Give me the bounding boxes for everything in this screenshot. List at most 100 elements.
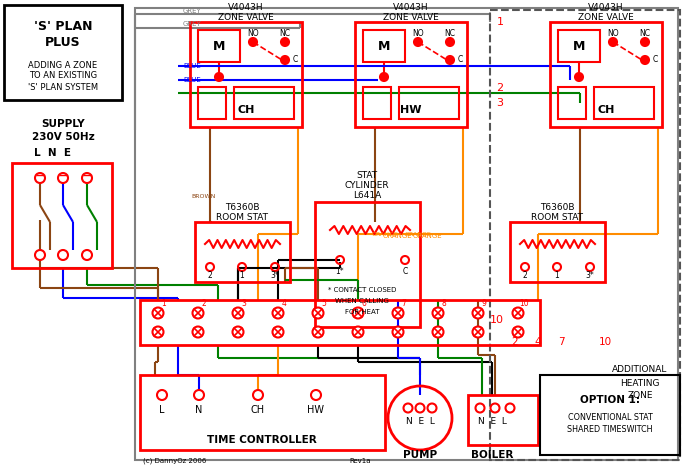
Text: 'S' PLAN: 'S' PLAN bbox=[34, 20, 92, 32]
Text: V4043H: V4043H bbox=[588, 3, 624, 13]
Circle shape bbox=[233, 307, 244, 319]
Text: 2: 2 bbox=[512, 337, 518, 347]
Circle shape bbox=[313, 307, 324, 319]
Circle shape bbox=[58, 173, 68, 183]
Bar bbox=[140, 300, 540, 345]
Text: 2: 2 bbox=[496, 83, 504, 93]
Circle shape bbox=[233, 327, 244, 337]
Circle shape bbox=[253, 390, 263, 400]
Text: 2: 2 bbox=[208, 271, 213, 280]
Text: SUPPLY: SUPPLY bbox=[41, 119, 85, 129]
Circle shape bbox=[353, 307, 364, 319]
Text: 1: 1 bbox=[161, 300, 166, 308]
Circle shape bbox=[641, 38, 649, 46]
Text: ADDITIONAL: ADDITIONAL bbox=[612, 366, 668, 374]
Text: SHARED TIMESWITCH: SHARED TIMESWITCH bbox=[567, 425, 653, 434]
Bar bbox=[550, 22, 662, 127]
Text: ZONE: ZONE bbox=[627, 390, 653, 400]
Text: V4043H: V4043H bbox=[393, 3, 428, 13]
Circle shape bbox=[446, 56, 454, 64]
Text: GREY: GREY bbox=[183, 8, 201, 14]
Bar bbox=[4, 5, 122, 100]
Text: N  E  L: N E L bbox=[406, 417, 435, 426]
Text: ZONE VALVE: ZONE VALVE bbox=[578, 14, 634, 22]
Circle shape bbox=[281, 56, 289, 64]
Circle shape bbox=[513, 307, 524, 319]
Circle shape bbox=[273, 307, 284, 319]
Bar bbox=[363, 30, 405, 62]
Text: L  N  E: L N E bbox=[34, 148, 70, 158]
Text: C: C bbox=[293, 56, 297, 65]
Bar bbox=[558, 87, 586, 119]
Text: 8: 8 bbox=[442, 300, 446, 308]
Text: 7: 7 bbox=[402, 300, 406, 308]
Text: GREY: GREY bbox=[183, 21, 201, 27]
Bar bbox=[594, 87, 654, 119]
Text: PUMP: PUMP bbox=[403, 450, 437, 460]
Text: HEATING: HEATING bbox=[620, 379, 660, 388]
Bar bbox=[510, 222, 605, 282]
Text: WHEN CALLING: WHEN CALLING bbox=[335, 298, 389, 304]
Text: 10: 10 bbox=[490, 315, 504, 325]
Text: M: M bbox=[573, 39, 585, 52]
Text: CONVENTIONAL STAT: CONVENTIONAL STAT bbox=[568, 414, 652, 423]
Circle shape bbox=[82, 250, 92, 260]
Circle shape bbox=[641, 56, 649, 64]
Text: NO: NO bbox=[412, 29, 424, 38]
Circle shape bbox=[273, 327, 284, 337]
Text: 3*: 3* bbox=[586, 271, 594, 280]
Circle shape bbox=[249, 38, 257, 46]
Text: 10: 10 bbox=[598, 337, 611, 347]
Circle shape bbox=[475, 403, 484, 412]
Bar bbox=[190, 22, 302, 127]
Circle shape bbox=[152, 327, 164, 337]
Text: C: C bbox=[402, 268, 408, 277]
Bar bbox=[490, 10, 680, 460]
Text: ADDING A ZONE: ADDING A ZONE bbox=[28, 60, 97, 70]
Circle shape bbox=[609, 38, 617, 46]
Text: 7: 7 bbox=[558, 337, 564, 347]
Text: 3: 3 bbox=[497, 98, 504, 108]
Bar bbox=[540, 375, 680, 455]
Bar bbox=[140, 375, 385, 450]
Bar bbox=[315, 202, 420, 327]
Bar bbox=[558, 30, 600, 62]
Circle shape bbox=[433, 327, 444, 337]
Bar bbox=[12, 163, 112, 268]
Circle shape bbox=[35, 173, 45, 183]
Text: L641A: L641A bbox=[353, 191, 381, 200]
Text: C: C bbox=[457, 56, 462, 65]
Text: 3*: 3* bbox=[270, 271, 279, 280]
Text: T6360B: T6360B bbox=[225, 204, 259, 212]
Text: TO AN EXISTING: TO AN EXISTING bbox=[29, 72, 97, 80]
Text: HW: HW bbox=[308, 405, 324, 415]
Text: 1*: 1* bbox=[336, 268, 344, 277]
Bar bbox=[355, 22, 467, 127]
Text: ROOM STAT: ROOM STAT bbox=[531, 213, 583, 222]
Text: ORANGE: ORANGE bbox=[404, 232, 431, 236]
Circle shape bbox=[194, 390, 204, 400]
Text: ROOM STAT: ROOM STAT bbox=[216, 213, 268, 222]
Text: NC: NC bbox=[640, 29, 651, 38]
Circle shape bbox=[157, 390, 167, 400]
Text: FOR HEAT: FOR HEAT bbox=[345, 309, 380, 315]
Text: 1: 1 bbox=[239, 271, 244, 280]
Circle shape bbox=[446, 38, 454, 46]
Circle shape bbox=[513, 327, 524, 337]
Text: BLUE: BLUE bbox=[183, 63, 201, 69]
Circle shape bbox=[491, 403, 500, 412]
Circle shape bbox=[506, 403, 515, 412]
Bar bbox=[363, 87, 391, 119]
Text: * CONTACT CLOSED: * CONTACT CLOSED bbox=[328, 287, 396, 293]
Text: ORANGE: ORANGE bbox=[413, 233, 442, 239]
Circle shape bbox=[215, 73, 223, 81]
Text: N  E  L: N E L bbox=[477, 417, 506, 426]
Circle shape bbox=[311, 390, 321, 400]
Text: 2: 2 bbox=[522, 271, 527, 280]
Circle shape bbox=[473, 327, 484, 337]
Circle shape bbox=[193, 307, 204, 319]
Text: OPTION 1:: OPTION 1: bbox=[580, 395, 640, 405]
Circle shape bbox=[380, 73, 388, 81]
Circle shape bbox=[281, 38, 289, 46]
Text: 1: 1 bbox=[555, 271, 560, 280]
